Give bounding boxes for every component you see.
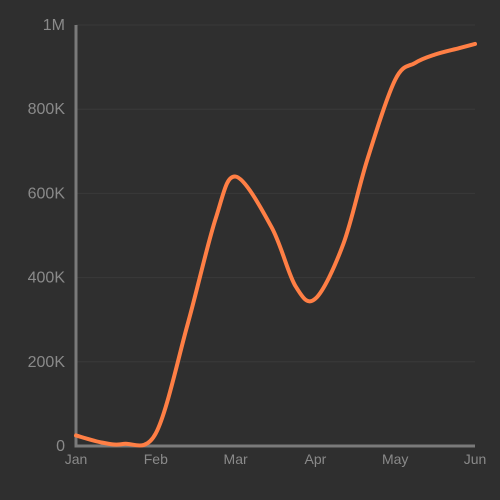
y-tick-label: 200K: [28, 354, 66, 371]
y-tick-label: 600K: [28, 185, 66, 202]
y-tick-label: 800K: [28, 101, 66, 118]
series-line: [74, 41, 477, 448]
series-layer: [74, 41, 477, 448]
x-tick-label: Mar: [224, 451, 248, 467]
x-tick-label: Feb: [144, 451, 168, 467]
x-tick-label: Apr: [305, 451, 327, 467]
x-tick-label: May: [382, 451, 408, 467]
x-tick-label: Jan: [65, 451, 88, 467]
x-tick-label: Jun: [464, 451, 487, 467]
y-tick-label: 0: [56, 438, 65, 455]
x-axis-ticks: Jan Feb Mar Apr May Jun: [65, 451, 487, 467]
grid-lines: [76, 24, 475, 363]
y-tick-label: 1M: [43, 17, 65, 34]
y-tick-label: 400K: [28, 270, 66, 287]
y-axis-ticks: 0 200K 400K 600K 800K 1M: [28, 17, 66, 455]
